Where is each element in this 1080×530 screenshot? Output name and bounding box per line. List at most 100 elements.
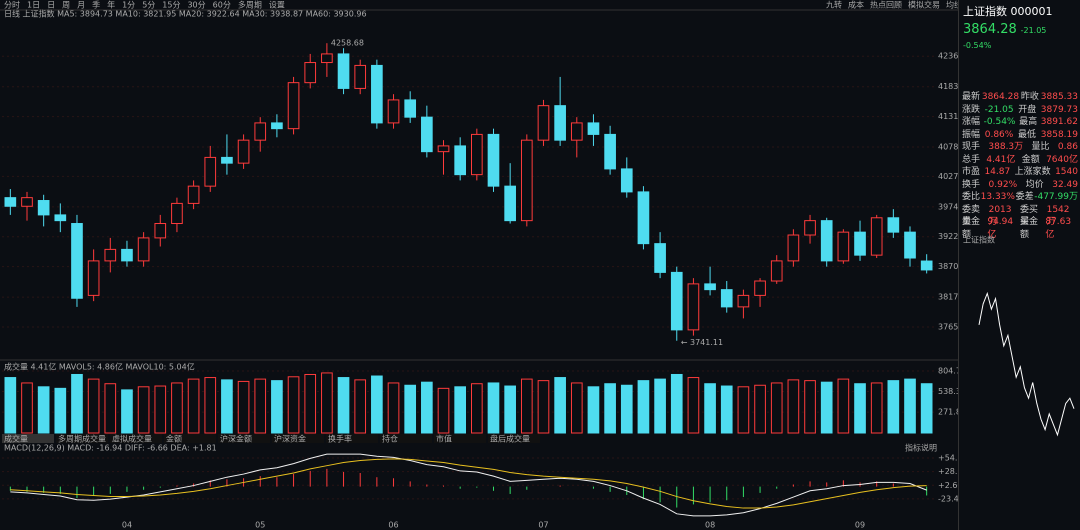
quote-label: 昨收 — [1020, 92, 1039, 102]
candle-body — [487, 133, 500, 187]
toolbar-item[interactable]: 年 — [107, 0, 115, 10]
volume-bar — [704, 383, 716, 434]
candle-body — [271, 122, 283, 130]
tab[interactable]: 沪深资金 — [274, 434, 306, 444]
quote-row: 涨幅 -0.54% 最高 3891.62 — [959, 116, 1080, 129]
quote-value: 1542万 — [1046, 204, 1070, 228]
tab[interactable]: 虚拟成交量 — [112, 434, 152, 444]
y-tick-label: 271.87亿 — [938, 407, 958, 417]
pct: -0.54% — [963, 41, 992, 50]
tab[interactable]: 沪深金额 — [220, 434, 252, 444]
tab[interactable]: 金额 — [166, 434, 182, 444]
candle-body — [404, 99, 417, 118]
quote-panel: 上证指数 000001 3864.28 -21.05 -0.54% 最新 3864… — [958, 0, 1080, 530]
volume-bar — [454, 386, 467, 434]
tab[interactable]: 成交量 — [4, 434, 28, 444]
quote-row: 现手 388.3万 量比 0.86 — [959, 141, 1080, 154]
toolbar-item[interactable]: 5分 — [142, 1, 155, 10]
volume-bar — [387, 382, 400, 434]
toolbar-item[interactable]: 设置 — [269, 0, 285, 10]
quote-value: 4.41亿 — [986, 154, 1016, 165]
candle-body — [770, 260, 783, 282]
volume-bar — [437, 387, 450, 434]
toolbar-item[interactable]: 模拟交易 — [908, 0, 940, 10]
quote-table: 最新 3864.28 昨收 3885.33 涨跌 -21.05 开盘 3879.73 涨幅 -0.… — [959, 91, 1080, 240]
candle-body — [520, 139, 533, 222]
quote-row: 涨跌 -21.05 开盘 3879.73 — [959, 104, 1080, 117]
quote-label: 均价 — [1025, 179, 1044, 190]
volume-bar — [820, 381, 833, 434]
candle-body — [754, 280, 766, 296]
quote-row: 委卖量 2013万 委买量 1542万 — [959, 204, 1080, 228]
candle-body — [787, 234, 800, 262]
volume-bar — [804, 380, 816, 434]
toolbar-item[interactable]: 季 — [92, 0, 100, 10]
y-tick-label: +2.60 — [938, 481, 958, 490]
toolbar-item[interactable]: 均线 — [946, 0, 958, 10]
volume-bar — [4, 377, 17, 434]
candle-body — [137, 237, 150, 262]
toolbar-item[interactable]: 热点回顾 — [870, 0, 902, 10]
legend: 日线 上证指数 MA5: 3894.73 MA10: 3821.95 MA20:… — [4, 9, 367, 19]
x-tick-label: 06 — [388, 521, 398, 530]
toolbar-item[interactable]: 30分 — [187, 1, 205, 10]
quote-label: 买金额 — [1020, 217, 1039, 240]
toolbar-item[interactable]: 多周期 — [238, 0, 262, 10]
tab[interactable]: 换手率 — [328, 434, 352, 444]
quote-value: 3885.33 — [1040, 92, 1078, 102]
candle-body — [854, 231, 866, 256]
candle-body — [704, 283, 716, 291]
candle-body — [54, 214, 67, 222]
x-tick-label: 05 — [255, 521, 265, 530]
toolbar-item[interactable]: 15分 — [162, 1, 180, 10]
quote-value: 87.63亿 — [1045, 217, 1072, 240]
y-tick-label: 804.74亿 — [938, 366, 958, 376]
toolbar-item[interactable]: 日 — [47, 1, 55, 10]
toolbar-item[interactable]: 月 — [77, 1, 85, 10]
y-tick-label: +54.71 — [938, 453, 958, 462]
tab[interactable]: 盘后成交量 — [490, 434, 530, 444]
volume-bar — [371, 375, 383, 434]
tab-bg — [272, 434, 324, 443]
x-tick-label: 08 — [705, 521, 715, 530]
candle-body — [87, 260, 100, 296]
volume-bar — [754, 384, 766, 434]
toolbar-item[interactable]: 分时 — [4, 0, 20, 10]
tab-bg — [218, 434, 270, 443]
quote-row: 卖金额 94.94亿 买金额 87.63亿 — [959, 216, 1080, 240]
candle-body — [437, 145, 450, 153]
toolbar-item[interactable]: 成本 — [848, 0, 864, 10]
volume-bar — [154, 385, 167, 434]
volume-bar — [121, 389, 133, 434]
volume-bar — [837, 378, 850, 434]
quote-label: 换手 — [962, 179, 981, 190]
candle-body — [37, 200, 50, 216]
volume-bar — [37, 386, 50, 434]
volume-bar — [187, 378, 200, 434]
toolbar-item[interactable]: 九转 — [826, 0, 842, 10]
tab[interactable]: 市值 — [436, 434, 452, 444]
candle-body — [104, 248, 117, 262]
toolbar-item[interactable]: 1日 — [27, 1, 40, 10]
volume-bar — [637, 380, 650, 434]
volume-bar — [520, 378, 533, 434]
toolbar-item[interactable]: 60分 — [213, 1, 231, 10]
candle-body — [570, 122, 583, 141]
volume-bar — [470, 383, 483, 434]
toolbar-item[interactable]: 周 — [62, 1, 70, 10]
quote-value: 3891.62 — [1040, 117, 1078, 127]
tab[interactable]: 多周期成交量 — [58, 434, 106, 444]
candle-body — [21, 197, 33, 207]
y-tick-label: 4236 — [938, 52, 958, 61]
tab[interactable]: 持仓 — [382, 434, 398, 444]
y-tick-label: 4027 — [938, 172, 958, 181]
tab-bg — [380, 434, 432, 443]
toolbar-item[interactable]: 1分 — [122, 1, 135, 10]
volume-bar — [504, 385, 516, 434]
candle-body — [587, 122, 600, 135]
y-tick-label: 538.31亿 — [938, 386, 958, 396]
candle-body — [354, 64, 367, 89]
quote-label: 市盈 — [962, 167, 981, 177]
y-tick-label: 3817 — [938, 293, 958, 302]
low-label: ← 3741.11 — [681, 338, 723, 347]
